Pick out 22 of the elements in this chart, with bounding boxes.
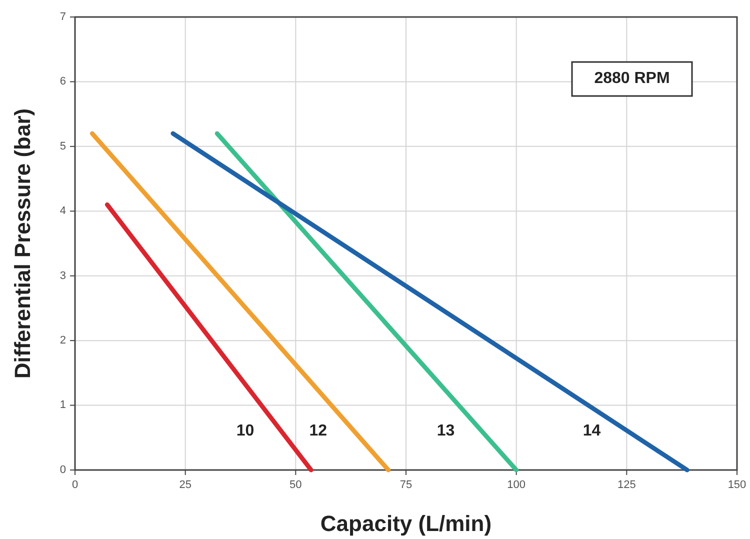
- y-tick-label: 5: [60, 140, 66, 152]
- series-label: 12: [309, 422, 328, 440]
- x-tick-label: 50: [290, 479, 302, 491]
- x-tick-label: 150: [728, 479, 746, 491]
- y-tick-label: 2: [60, 334, 66, 346]
- y-tick-label: 7: [60, 10, 66, 23]
- x-tick-label: 0: [72, 479, 78, 491]
- y-tick-label: 0: [60, 464, 66, 476]
- x-tick-label: 100: [507, 479, 526, 491]
- y-axis-title: Differential Pressure (bar): [10, 108, 35, 379]
- x-tick-label: 125: [617, 479, 636, 491]
- y-tick-label: 3: [60, 270, 66, 282]
- series-label: 10: [236, 422, 254, 440]
- x-tick-label: 25: [179, 479, 192, 491]
- x-axis-title: Capacity (L/min): [320, 511, 492, 536]
- x-tick-label: 75: [400, 479, 412, 491]
- y-tick-label: 1: [60, 399, 66, 412]
- annotation: 2880 RPM: [594, 70, 670, 88]
- series-label: 14: [582, 422, 601, 440]
- series-label: 13: [436, 422, 455, 440]
- y-tick-label: 6: [60, 76, 66, 88]
- y-tick-label: 4: [60, 205, 66, 218]
